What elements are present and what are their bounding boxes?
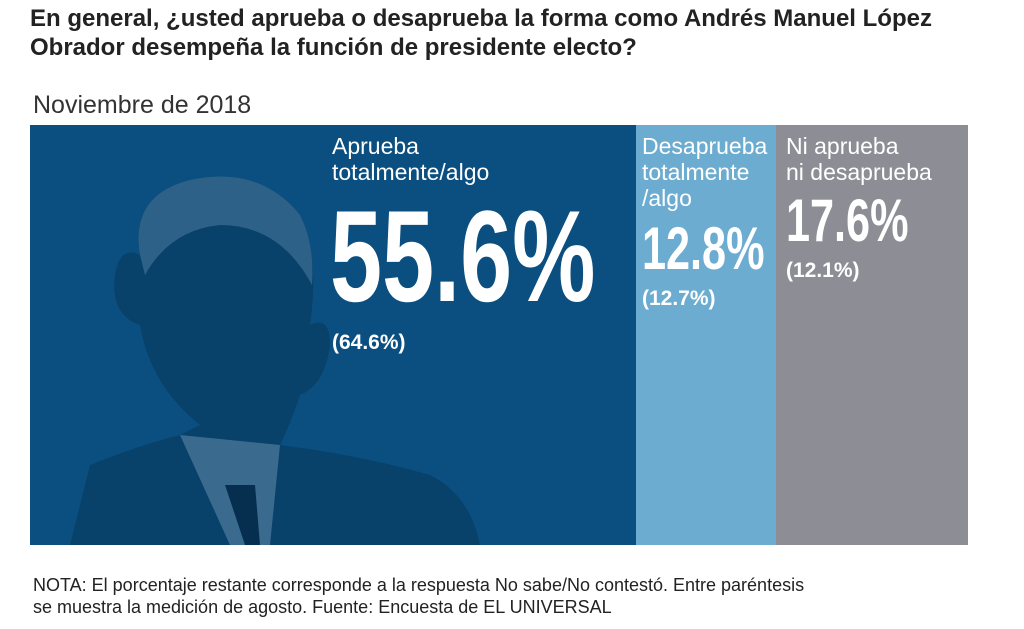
label-ni-aprueba: Ni aprueba ni desaprueba bbox=[786, 133, 932, 185]
president-photo bbox=[70, 176, 480, 545]
value-aprueba: 55.6% bbox=[330, 183, 596, 329]
label-aprueba: Aprueba totalmente/algo bbox=[332, 133, 489, 185]
prev-value-desaprueba: (12.7%) bbox=[642, 287, 716, 310]
survey-date: Noviembre de 2018 bbox=[33, 91, 252, 119]
label-line: ni desaprueba bbox=[786, 159, 932, 185]
label-line: /algo bbox=[642, 185, 692, 211]
prev-value-ni-aprueba: (12.1%) bbox=[786, 259, 860, 282]
bar-desaprueba: Desaprueba totalmente /algo 12.8% (12.7%… bbox=[636, 125, 776, 545]
footnote: NOTA: El porcentaje restante corresponde… bbox=[33, 574, 993, 618]
label-line: totalmente bbox=[642, 159, 750, 185]
label-desaprueba: Desaprueba totalmente /algo bbox=[642, 133, 767, 211]
bar-ni-aprueba: Ni aprueba ni desaprueba 17.6% (12.1%) bbox=[776, 125, 968, 545]
footnote-line: NOTA: El porcentaje restante corresponde… bbox=[33, 575, 805, 595]
question-title: En general, ¿usted aprueba o desaprueba … bbox=[30, 5, 932, 61]
label-line: totalmente/algo bbox=[332, 159, 490, 185]
bar-aprueba: Aprueba totalmente/algo 55.6% (64.6%) bbox=[30, 125, 636, 545]
value-desaprueba: 12.8% bbox=[642, 215, 765, 282]
value-ni-aprueba: 17.6% bbox=[786, 187, 909, 254]
footnote-line: se muestra la medición de agosto. Fuente… bbox=[33, 597, 612, 617]
label-line: Ni aprueba bbox=[786, 133, 899, 159]
stacked-bar-chart: Aprueba totalmente/algo 55.6% (64.6%) De… bbox=[30, 125, 970, 545]
label-line: Desaprueba bbox=[642, 133, 768, 159]
prev-value-aprueba: (64.6%) bbox=[332, 331, 406, 354]
label-line: Aprueba bbox=[332, 133, 419, 159]
